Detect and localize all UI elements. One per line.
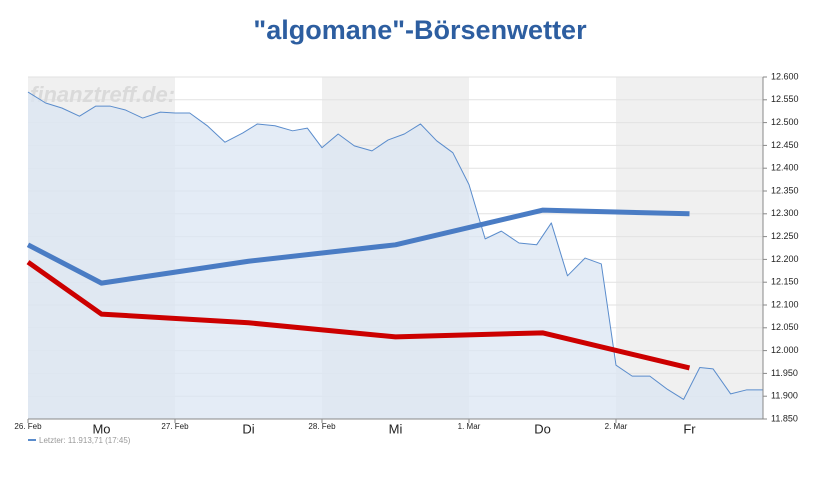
day-label: Do [534,421,551,436]
y-tick-label: 12.200 [771,254,799,264]
y-tick-label: 11.850 [771,413,798,423]
line [26,207,690,286]
chart-title: "algomane"-Börsenwetter [253,15,587,45]
y-tick-label: 12.400 [771,163,799,173]
y-tick-label: 12.050 [771,322,799,332]
x-tick-label: 28. Feb [308,422,336,431]
line [27,91,763,400]
watermark: finanztreff.de: [30,82,175,107]
x-tick-label: 1. Mar [458,422,481,431]
y-tick-label: 12.000 [771,345,799,355]
y-tick-label: 12.150 [771,277,799,287]
y-tick-label: 12.350 [771,185,799,195]
x-tick-label: 2. Mar [605,422,628,431]
y-tick-label: 12.100 [771,299,799,309]
y-tick-label: 11.900 [771,391,798,401]
y-tick-label: 12.250 [771,231,799,241]
y-tick-label: 11.950 [771,368,798,378]
day-band [616,77,763,419]
y-tick-label: 12.500 [771,117,799,127]
y-tick-label: 12.300 [771,208,799,218]
x-tick-label: 26. Feb [14,422,42,431]
y-tick-label: 12.450 [771,140,799,150]
line [26,260,691,371]
day-label: Mi [389,421,403,436]
day-label: Di [242,421,254,436]
y-tick-label: 12.600 [771,71,799,81]
legend-text: Letzter: 11.913,71 (17:45) [39,436,131,445]
y-tick-label: 12.550 [771,94,799,104]
area [28,92,763,419]
x-tick-label: 27. Feb [161,422,189,431]
day-label: Fr [683,421,696,436]
day-label: Mo [92,421,110,436]
